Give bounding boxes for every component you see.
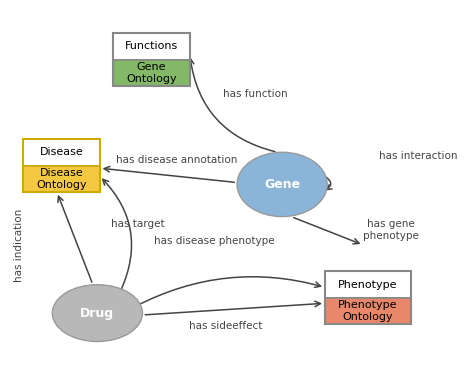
FancyBboxPatch shape (113, 60, 190, 86)
Text: has indication: has indication (14, 209, 24, 281)
Text: Phenotype
Ontology: Phenotype Ontology (338, 300, 398, 322)
FancyArrowPatch shape (58, 196, 92, 282)
Ellipse shape (237, 152, 327, 217)
Text: has disease annotation: has disease annotation (116, 155, 237, 165)
FancyArrowPatch shape (104, 166, 234, 182)
Text: has sideeffect: has sideeffect (189, 321, 263, 331)
Text: has disease phenotype: has disease phenotype (154, 236, 275, 246)
FancyArrowPatch shape (325, 176, 332, 190)
Text: Gene
Ontology: Gene Ontology (126, 62, 177, 84)
Text: Disease: Disease (39, 147, 83, 157)
FancyArrowPatch shape (103, 179, 132, 290)
Text: Gene: Gene (264, 178, 300, 191)
Text: Phenotype: Phenotype (338, 280, 398, 290)
Ellipse shape (52, 285, 143, 341)
Text: Functions: Functions (125, 41, 178, 51)
FancyArrowPatch shape (188, 59, 275, 152)
Text: Drug: Drug (80, 306, 114, 319)
FancyArrowPatch shape (145, 301, 320, 315)
Text: has interaction: has interaction (379, 151, 457, 161)
FancyArrowPatch shape (294, 218, 359, 244)
Text: has function: has function (223, 89, 287, 99)
FancyBboxPatch shape (325, 271, 410, 298)
FancyArrowPatch shape (136, 277, 320, 306)
FancyBboxPatch shape (325, 298, 410, 324)
FancyBboxPatch shape (23, 166, 100, 192)
Text: Disease
Ontology: Disease Ontology (36, 168, 87, 190)
Text: has gene
phenotype: has gene phenotype (363, 219, 419, 241)
FancyBboxPatch shape (23, 139, 100, 166)
Text: has target: has target (111, 219, 164, 229)
FancyBboxPatch shape (113, 33, 190, 60)
